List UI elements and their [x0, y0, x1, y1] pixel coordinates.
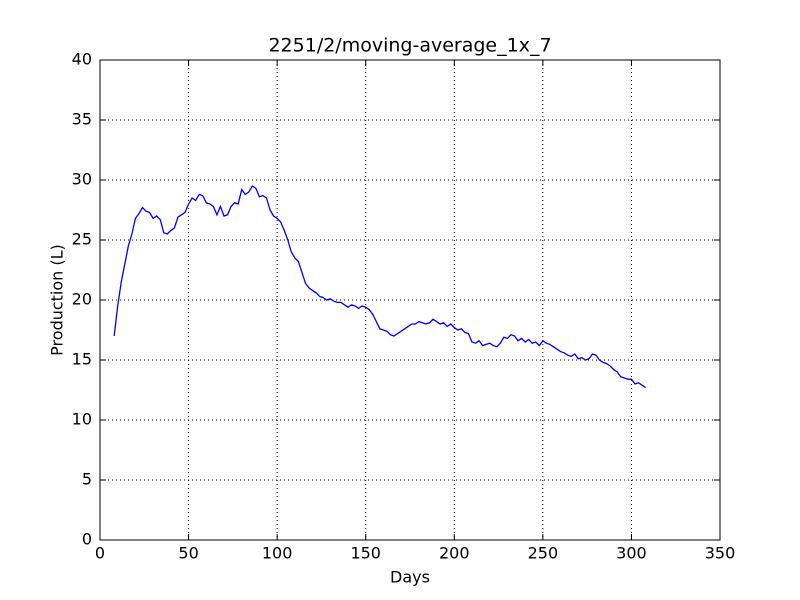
x-tick-label: 0 — [95, 544, 105, 563]
x-tick-label: 150 — [350, 544, 381, 563]
x-tick-label: 100 — [262, 544, 293, 563]
x-tick-label: 300 — [616, 544, 647, 563]
y-tick-label: 25 — [72, 230, 92, 249]
y-tick-label: 40 — [72, 50, 92, 69]
plot-frame — [99, 59, 721, 541]
data-line — [113, 185, 646, 389]
y-axis-label: Production (L) — [48, 244, 67, 356]
y-tick-label: 20 — [72, 290, 92, 309]
y-tick-label: 10 — [72, 410, 92, 429]
y-tick-label: 35 — [72, 110, 92, 129]
x-tick-label: 250 — [528, 544, 559, 563]
x-tick-label: 200 — [439, 544, 470, 563]
y-tick-label: 30 — [72, 170, 92, 189]
y-tick-label: 0 — [82, 530, 92, 549]
x-tick-label: 350 — [705, 544, 736, 563]
y-tick-label: 5 — [82, 470, 92, 489]
x-tick-label: 50 — [178, 544, 198, 563]
x-axis-label: Days — [390, 568, 430, 587]
chart-title: 2251/2/moving-average_1x_7 — [268, 35, 551, 57]
y-tick-label: 15 — [72, 350, 92, 369]
